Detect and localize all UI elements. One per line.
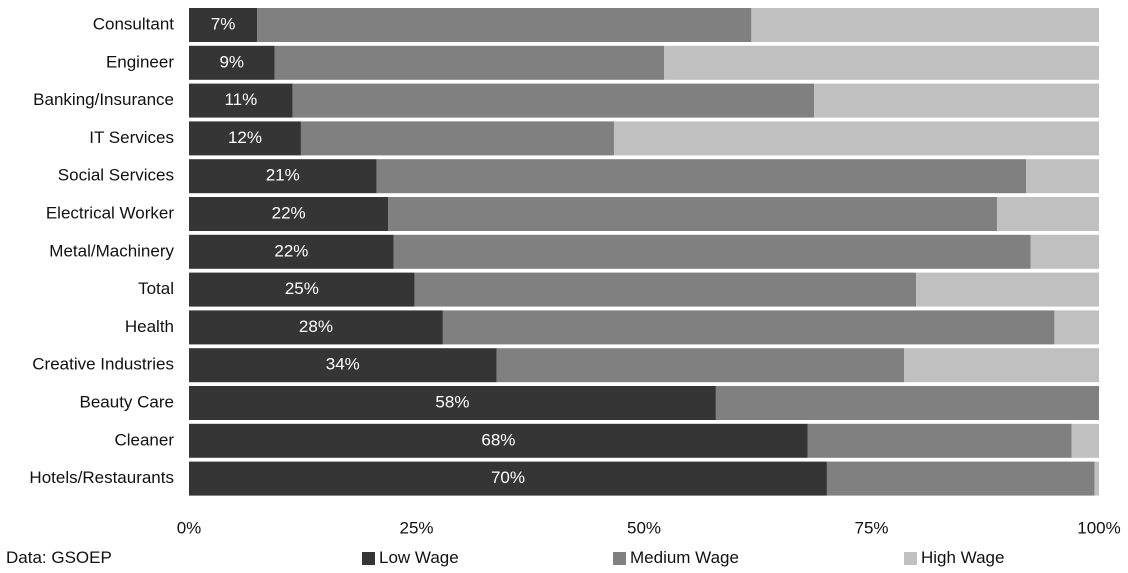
category-label-engineer: Engineer [106, 52, 174, 71]
data-label-creative-industries: 34% [326, 355, 360, 374]
bar-segment-hotels-restaurants-medium-wage [826, 461, 1095, 496]
data-label-cleaner: 68% [481, 430, 515, 449]
bar-segment-engineer-medium-wage [274, 45, 665, 80]
legend-item-high-wage: High Wage [904, 548, 1004, 568]
data-label-electrical-worker: 22% [272, 203, 306, 222]
category-label-it-services: IT Services [89, 128, 174, 147]
category-label-beauty-care: Beauty Care [80, 392, 175, 411]
legend-swatch-low-wage [362, 551, 375, 565]
data-label-hotels-restaurants: 70% [491, 468, 525, 487]
category-label-electrical-worker: Electrical Worker [46, 203, 174, 222]
bar-segment-it-services-low-wage [189, 121, 301, 156]
bar-segment-cleaner-low-wage [189, 423, 808, 458]
legend-item-low-wage: Low Wage [362, 548, 459, 568]
bar-segment-metal-machinery-medium-wage [393, 234, 1031, 269]
legend-label-medium-wage: Medium Wage [630, 548, 739, 567]
data-label-metal-machinery: 22% [274, 241, 308, 260]
bar-segment-consultant-high-wage [751, 8, 1099, 42]
bar-segment-hotels-restaurants-low-wage [189, 461, 827, 496]
x-tick-label-3: 75% [854, 518, 888, 537]
data-label-total: 25% [285, 279, 319, 298]
x-tick-label-0: 0% [177, 518, 202, 537]
data-label-it-services: 12% [228, 128, 262, 147]
bar-segment-health-high-wage [1054, 310, 1099, 345]
source-note: Data: GSOEP [6, 548, 112, 567]
bar-segment-banking-insurance-high-wage [814, 83, 1099, 118]
bar-segment-creative-industries-low-wage [189, 348, 497, 383]
x-tick-label-1: 25% [399, 518, 433, 537]
category-label-metal-machinery: Metal/Machinery [49, 241, 174, 260]
bar-segment-electrical-worker-medium-wage [388, 197, 998, 231]
bar-segment-banking-insurance-low-wage [189, 83, 293, 118]
bar-segment-engineer-high-wage [664, 45, 1099, 80]
bar-segment-it-services-high-wage [613, 121, 1099, 156]
bar-segment-beauty-care-medium-wage [715, 386, 1099, 420]
category-label-banking-insurance: Banking/Insurance [33, 90, 174, 109]
bar-segment-consultant-medium-wage [257, 8, 752, 42]
data-label-health: 28% [299, 317, 333, 336]
legend-label-low-wage: Low Wage [379, 548, 459, 567]
bar-segment-cleaner-high-wage [1071, 423, 1099, 458]
category-label-total: Total [138, 279, 174, 298]
bar-segment-it-services-medium-wage [300, 121, 614, 156]
data-label-banking-insurance: 11% [224, 90, 257, 109]
bar-segment-creative-industries-medium-wage [496, 348, 905, 383]
bar-segment-total-medium-wage [414, 272, 917, 307]
bar-segment-beauty-care-low-wage [189, 386, 716, 420]
category-label-creative-industries: Creative Industries [32, 355, 174, 374]
data-label-beauty-care: 58% [435, 392, 469, 411]
legend-item-medium-wage: Medium Wage [613, 548, 739, 568]
bar-segment-total-high-wage [916, 272, 1099, 307]
bar-segment-social-services-medium-wage [376, 159, 1027, 194]
bar-segment-engineer-low-wage [189, 45, 275, 80]
category-label-hotels-restaurants: Hotels/Restaurants [29, 468, 174, 487]
bar-segment-electrical-worker-high-wage [997, 197, 1099, 231]
bar-segment-metal-machinery-high-wage [1030, 234, 1099, 269]
bar-segment-social-services-high-wage [1026, 159, 1099, 194]
bar-segment-electrical-worker-low-wage [189, 197, 389, 231]
x-tick-label-2: 50% [627, 518, 661, 537]
data-label-engineer: 9% [219, 52, 244, 71]
legend-swatch-high-wage [904, 551, 917, 565]
data-label-consultant: 7% [211, 14, 236, 33]
bar-segment-cleaner-medium-wage [807, 423, 1072, 458]
bar-segment-metal-machinery-low-wage [189, 234, 394, 269]
category-label-health: Health [125, 317, 174, 336]
legend-label-high-wage: High Wage [921, 548, 1005, 567]
legend-swatch-medium-wage [613, 551, 626, 565]
bar-segment-total-low-wage [189, 272, 415, 307]
bar-segment-banking-insurance-medium-wage [292, 83, 815, 118]
bar-segment-consultant-low-wage [189, 8, 258, 42]
bar-segment-social-services-low-wage [189, 159, 377, 194]
x-tick-label-4: 100% [1077, 518, 1120, 537]
stacked-bar-chart: Consultant 7% Engineer 9% Banking/Insurance 1… [29, 8, 1121, 537]
bar-segment-health-low-wage [189, 310, 443, 345]
bar-segment-creative-industries-high-wage [904, 348, 1099, 383]
category-label-consultant: Consultant [93, 14, 175, 33]
category-label-cleaner: Cleaner [114, 430, 174, 449]
bar-segment-health-medium-wage [442, 310, 1055, 345]
bar-segment-hotels-restaurants-high-wage [1094, 461, 1099, 496]
category-label-social-services: Social Services [58, 166, 174, 185]
data-label-social-services: 21% [266, 166, 300, 185]
